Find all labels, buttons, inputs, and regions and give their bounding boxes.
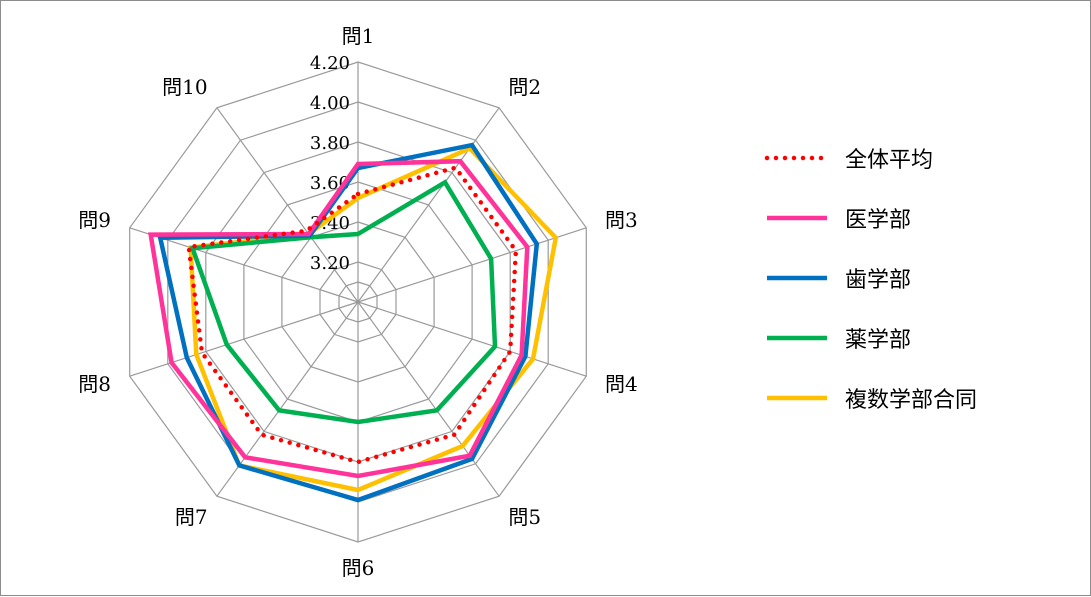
legend-swatch: [767, 335, 827, 341]
tick-label: 3.80: [310, 133, 350, 154]
grid-spoke: [357, 301, 500, 497]
tick-label: 4.20: [310, 53, 350, 74]
series-line: [148, 158, 530, 479]
legend-item: 薬学部: [763, 308, 977, 368]
category-label: 問8: [78, 372, 111, 396]
legend-item: 医学部: [763, 188, 977, 248]
grid-spoke: [357, 227, 587, 303]
legend-label: 医学部: [845, 208, 912, 233]
legend-swatch: [767, 395, 827, 401]
series-lines: [148, 142, 559, 503]
category-label: 問5: [508, 505, 541, 529]
category-label: 問2: [508, 75, 541, 99]
category-labels: 問1 問2 問3 問4 問5 問6 問7 問8 問9 問10: [78, 24, 637, 580]
category-label: 問9: [78, 208, 111, 232]
tick-label: 4.00: [310, 93, 350, 114]
legend-label: 複数学部合同: [845, 388, 978, 413]
radial-tick-labels: 3.203.403.603.804.004.20: [310, 53, 350, 274]
category-label: 問4: [605, 372, 638, 396]
legend-swatch: [764, 155, 830, 161]
category-label: 問3: [605, 208, 638, 232]
series-line: [186, 165, 519, 465]
legend: 全体平均医学部歯学部薬学部複数学部合同: [763, 128, 977, 428]
grid-spoke: [129, 227, 359, 303]
tick-label: 3.20: [310, 253, 350, 274]
legend-item: 複数学部合同: [763, 368, 977, 428]
category-label: 問7: [175, 505, 208, 529]
legend-label: 薬学部: [845, 328, 912, 353]
legend-item: 歯学部: [763, 248, 977, 308]
series-line: [188, 145, 559, 493]
grid-spoke: [357, 301, 587, 377]
legend-swatch: [767, 275, 827, 281]
series-line: [157, 142, 540, 503]
legend-item: 全体平均: [763, 128, 977, 188]
category-label: 問10: [162, 75, 207, 99]
series-line: [189, 179, 498, 425]
grid-spoke: [129, 301, 359, 377]
legend-swatch: [767, 215, 827, 221]
category-label: 問6: [342, 556, 375, 580]
category-label: 問1: [342, 24, 375, 48]
grid-spoke: [216, 107, 359, 303]
radar-grid: [129, 61, 587, 543]
grid-spoke: [357, 107, 500, 303]
legend-label: 全体平均: [845, 148, 934, 173]
legend-label: 歯学部: [845, 268, 912, 293]
